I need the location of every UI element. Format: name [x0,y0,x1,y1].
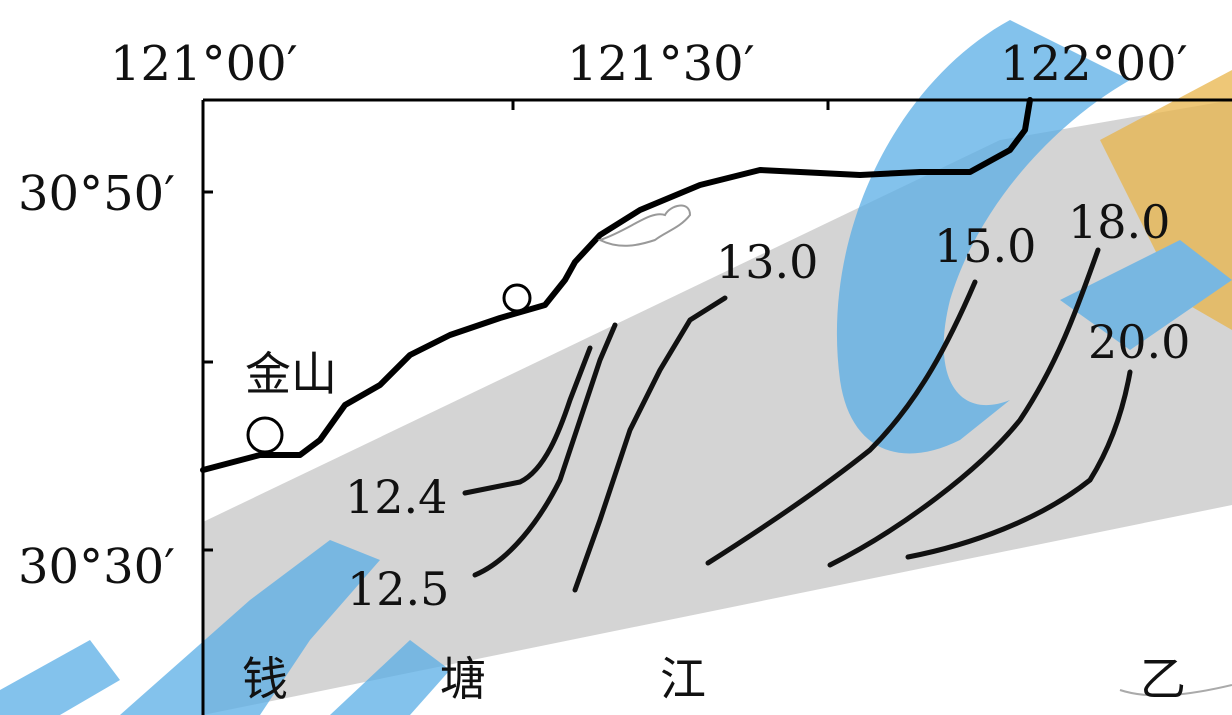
shaded-zone [203,100,1232,715]
contour-label-12.5: 12.5 [347,562,449,616]
coast-detail [1119,684,1232,697]
river-char-1: 钱 [242,652,288,706]
section-label: 乙 [1140,652,1186,706]
river-char-3: 江 [660,652,706,706]
contour-label-12.4: 12.4 [345,470,447,524]
river-char-2: 塘 [440,652,486,706]
town-marker-2 [502,283,532,313]
isoline-12.4 [462,345,593,496]
contour-label-15.0: 15.0 [934,219,1036,273]
contour-label-20.0: 20.0 [1088,315,1190,369]
lon-label-121-00: 121°00′ [110,36,298,92]
isoline-13.0 [572,295,728,593]
town-marker-jinshan [246,416,284,454]
contour-label-18.0: 18.0 [1068,195,1170,249]
isoline-15.0 [705,279,978,566]
island [597,204,692,247]
place-jinshan: 金山 [245,347,337,401]
lat-label-30-30: 30°30′ [18,539,175,595]
lat-label-30-50: 30°50′ [18,166,175,222]
isoline-18.0 [827,247,1101,568]
lon-label-122-00: 122°00′ [1000,36,1188,92]
contour-label-13.0: 13.0 [716,235,818,289]
isoline-12.5 [472,322,618,578]
lon-label-121-30: 121°30′ [567,36,755,92]
frame-ticks [203,100,830,552]
coastline [200,97,1033,473]
isoline-20.0 [905,369,1133,560]
watermark [0,20,1232,715]
